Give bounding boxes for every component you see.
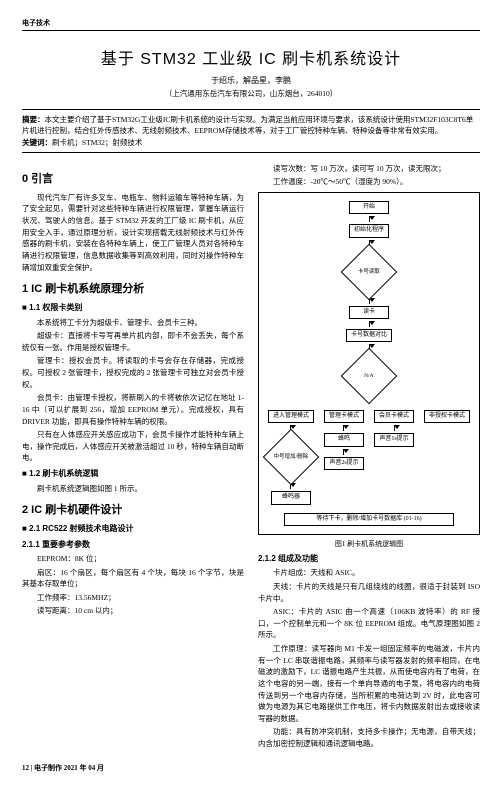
para: 现代汽车厂有许多叉车、电瓶车、物料运输车等特种车辆，为了安全起见，需要针对这些特… — [22, 192, 244, 273]
abstract-text: 本文主要介绍了基于STM32G工业级IC刷卡机系统的设计与实现。为满足当前应用环… — [22, 115, 473, 135]
keywords-label: 关键词： — [22, 138, 52, 147]
para: 工作原理：读写器向 M1 卡发一组固定频率的电磁波，卡片内有一个 LC 串联谐振… — [258, 643, 480, 724]
para: 读写次数：写 10 万次，读可写 10 万次，读无限次； — [258, 163, 480, 175]
fc-match: 卡号数据对比 — [346, 329, 392, 342]
authors: 于绍乐，解品星，李鹏 — [22, 75, 480, 86]
fc-buzzer: 蜂鸣器 — [271, 491, 311, 504]
para: ASIC：卡片的 ASIC 由一个高速（106KB 波特率）的 RF 接口，一个… — [258, 606, 480, 641]
section-2-1-1-title: 2.1.1 重要参考参数 — [22, 539, 244, 551]
abstract-block: 摘要：本文主要介绍了基于STM32G工业级IC刷卡机系统的设计与实现。为满足当前… — [22, 109, 480, 153]
section-0-title: 0 引言 — [22, 171, 244, 188]
header-category: 电子技术 — [22, 18, 480, 28]
para: 会员卡：由管理卡授权，将新刷入的卡将被依次记忆在地址 1-16 中（可以扩展到 … — [22, 392, 244, 427]
page-footer: 12 | 电子制作 2021 年 04 月 — [22, 760, 480, 773]
section-1-2-title: 1.2 刷卡机系统逻辑 — [22, 468, 244, 480]
section-1-title: 1 IC 刷卡机系统原理分析 — [22, 281, 244, 298]
para: 工作温度：-20℃～50℃（湿度为 90%）。 — [258, 176, 480, 188]
keywords-text: 刷卡机；STM32；射频技术 — [52, 138, 142, 147]
section-2-1-title: 2.1 RC522 射频技术电路设计 — [22, 523, 244, 535]
para: 超级卡：直接将卡号写再单片机内部，即卡不会丢失，每个系统仅有一张。作用是授权管理… — [22, 330, 244, 353]
para: 本系统将工卡分为超级卡、管理卡、会员卡三种。 — [22, 317, 244, 329]
header-rule — [22, 30, 480, 31]
para: 天线：卡片的天线是只有几组绕线的线圈，很适于封装到 ISO 卡片中。 — [258, 581, 480, 604]
fc-fail: 非授权卡模式 — [424, 410, 470, 423]
para: 工作频率：13.56MHZ； — [22, 592, 244, 604]
section-1-1-title: 1.1 权限卡类别 — [22, 302, 244, 314]
right-column: 读写次数：写 10 万次，读可写 10 万次，读无限次； 工作温度：-20℃～5… — [258, 163, 480, 752]
fc-decision-na: N/A — [341, 348, 398, 405]
para: EEPROM：8K 位； — [22, 553, 244, 565]
para: 只有在人体感应开关感应成功下，会员卡操作才能特种车辆上电，操作完成后，人体感应开… — [22, 429, 244, 464]
fc-mgmt: 进入管理模式 — [268, 410, 314, 423]
fc-decision-read: 卡号读取 — [341, 243, 398, 300]
fc-read: 读卡 — [349, 306, 389, 319]
fc-sound2: 声音2s提示 — [324, 457, 364, 470]
fc-member: 会员卡模式 — [374, 410, 414, 423]
para: 管理卡：授权会员卡。将读取的卡号会存在存储器，完成授权。可授权 2 张管理卡，授… — [22, 355, 244, 390]
para: 功能：具有防冲突机制，支持多卡操作；无电源，自带天线；内含加密控制逻辑和通讯逻辑… — [258, 726, 480, 749]
fc-admin: 管理卡模式 — [324, 410, 364, 423]
fc-decision-mid: 中号增加/删除 — [263, 429, 320, 486]
affiliation: （上汽通用东岳汽车有限公司，山东烟台，264010） — [22, 88, 480, 99]
page-number: 12 — [22, 764, 29, 772]
figure-1-caption: 图1 刷卡机系统逻辑图 — [258, 539, 480, 550]
fc-wait: 等待下卡，删除/增加卡号数据库 (01-16) — [284, 513, 454, 526]
para: 读写距离：10 cm 以内； — [22, 605, 244, 617]
abstract-label: 摘要： — [22, 115, 45, 124]
fc-buzz2: 蜂鸣 — [324, 433, 364, 446]
para: 刷卡机系统逻辑图如图 1 所示。 — [22, 483, 244, 495]
journal-name: | 电子制作 2021 年 04 月 — [31, 764, 104, 772]
left-column: 0 引言 现代汽车厂有许多叉车、电瓶车、物料运输车等特种车辆，为了安全起见，需要… — [22, 163, 244, 752]
para: 扇区：16 个扇区，每个扇区有 4 个块，每块 16 个字节，块是其基本存取单位… — [22, 567, 244, 590]
section-2-1-2-title: 2.1.2 组成及功能 — [258, 553, 480, 565]
paper-title: 基于 STM32 工业级 IC 刷卡机系统设计 — [22, 45, 480, 69]
fc-alarm: 声音1s提示 — [374, 433, 414, 446]
para: 卡片组成：天线和 ASIC。 — [258, 567, 480, 579]
figure-1-flowchart: 开始 初始化程序 卡号读取 读卡 卡号数据对比 N/A — [258, 192, 480, 535]
fc-init: 初始化程序 — [349, 224, 389, 237]
fc-start: 开始 — [349, 201, 389, 214]
section-2-title: 2 IC 刷卡机硬件设计 — [22, 502, 244, 519]
